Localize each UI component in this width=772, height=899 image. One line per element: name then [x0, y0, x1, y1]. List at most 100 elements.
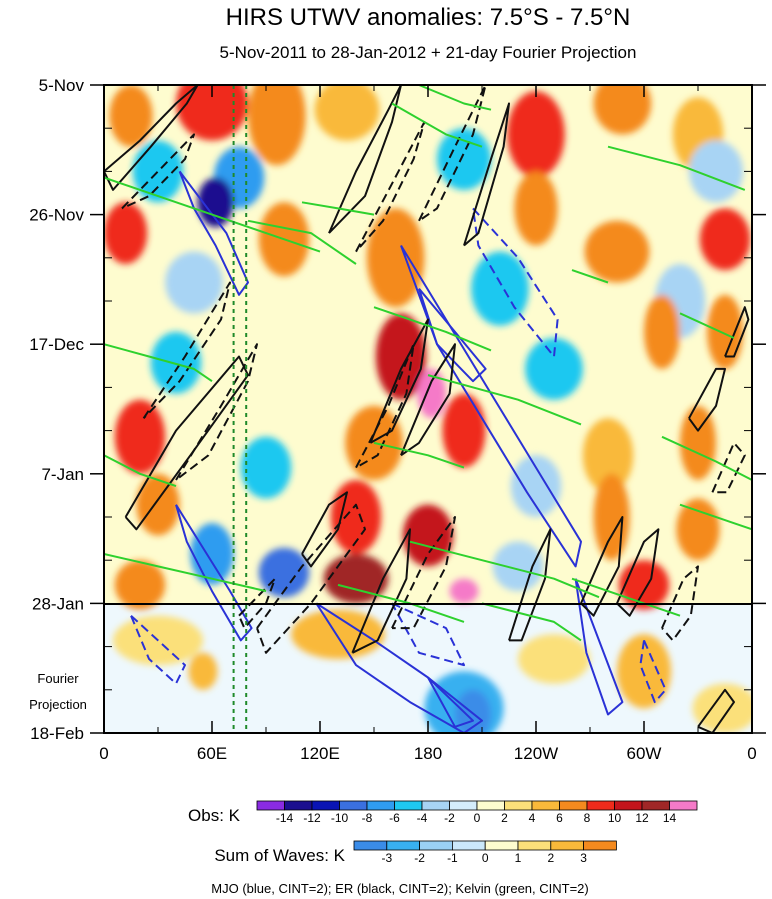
obs-colorbar-tick-14: 14: [663, 811, 677, 825]
waves-colorbar-swatch-1: [386, 840, 420, 851]
waves-colorbar: Sum of Waves: K -3 -2 -1 0 1 2 3: [214, 840, 617, 865]
mjo-contour-0: [178, 170, 249, 296]
waves-colorbar-swatch-4: [484, 840, 519, 851]
anomaly-cell-26: [525, 338, 583, 400]
er-contour-23: [697, 688, 735, 733]
kelvin-contour-12: [373, 441, 465, 469]
anomaly-cell-36: [402, 504, 454, 567]
kelvin-contour-2: [301, 201, 375, 216]
mjo-contour-3: [400, 244, 582, 568]
kelvin-contour-18: [481, 602, 582, 642]
anomaly-cell-42: [323, 554, 389, 604]
er-contour-1: [121, 133, 195, 210]
projection-cell-2: [291, 609, 385, 659]
anomaly-cell-27: [114, 399, 166, 474]
obs-colorbar-swatch-15: [669, 800, 698, 811]
er-contour-8: [175, 343, 258, 481]
obs-colorbar-tick-10: 6: [556, 811, 563, 825]
er-contour-13: [256, 503, 366, 654]
anomaly-cell-43: [449, 578, 479, 604]
mjo-contour-2: [130, 614, 186, 685]
anomaly-cell-22: [417, 368, 446, 419]
anomaly-cell-29: [442, 393, 486, 468]
anomaly-cell-7: [132, 140, 184, 203]
waves-colorbar-tick-5: 2: [547, 851, 554, 865]
obs-colorbar-swatch-0: [256, 800, 285, 811]
obs-colorbar-swatch-7: [449, 800, 478, 811]
er-contour-17: [508, 528, 552, 642]
kelvin-contour-1: [247, 219, 357, 265]
anomaly-cell-15: [366, 208, 425, 308]
anomaly-cell-11: [197, 177, 234, 227]
kelvin-contour-13: [661, 435, 752, 481]
kelvin-contour-19: [679, 503, 752, 531]
anomaly-cell-3: [314, 85, 380, 141]
er-contour-9: [355, 343, 415, 469]
anomaly-cell-5: [593, 85, 652, 135]
x-tick-label-6: 0: [747, 744, 756, 763]
kelvin-contour-7: [373, 306, 492, 352]
projection-cell-4: [617, 634, 671, 709]
obs-colorbar-swatch-3: [339, 800, 368, 811]
y-tick-label-3: 7-Jan: [41, 465, 84, 484]
kelvin-contour-10: [104, 454, 177, 488]
waves-colorbar-tick-6: 3: [580, 851, 587, 865]
er-contour-4: [418, 85, 487, 222]
obs-colorbar-swatch-9: [504, 800, 533, 811]
obs-colorbar-swatch-10: [531, 800, 560, 811]
obs-colorbar-tick-3: -8: [362, 811, 373, 825]
mjo-contour-4: [418, 288, 487, 383]
obs-colorbar-tick-6: -2: [444, 811, 455, 825]
obs-colorbar-swatch-8: [476, 800, 505, 811]
er-contour-15: [351, 528, 411, 654]
er-contour-6: [142, 281, 231, 419]
anomaly-cell-37: [593, 473, 630, 561]
waves-colorbar-label: Sum of Waves: K: [214, 846, 345, 865]
anomaly-cell-13: [104, 202, 148, 264]
anomaly-cell-21: [375, 313, 427, 400]
waves-colorbar-swatch-7: [583, 840, 617, 851]
mjo-contour-6: [315, 602, 483, 733]
y-tick-label-2: 17-Dec: [29, 335, 84, 354]
kelvin-contour-4: [418, 85, 492, 111]
anomaly-cell-23: [644, 294, 680, 369]
obs-colorbar-swatch-6: [421, 800, 450, 811]
obs-colorbar-swatch-2: [311, 800, 340, 811]
waves-colorbar-tick-1: -2: [414, 851, 425, 865]
mjo-contour-9: [574, 578, 624, 716]
chart-title: HIRS UTWV anomalies: 7.5°S - 7.5°N: [226, 4, 631, 31]
anomaly-cell-17: [699, 208, 751, 271]
projection-label-line1: Fourier: [37, 671, 79, 686]
er-contour-7: [124, 355, 249, 531]
obs-colorbar-swatch-4: [366, 800, 395, 811]
y-tick-label-0: 5-Nov: [39, 76, 85, 95]
obs-colorbar-label: Obs: K: [188, 806, 241, 825]
anomaly-cell-44: [618, 560, 670, 610]
anomaly-cell-35: [330, 479, 382, 555]
er-contour-10: [369, 318, 429, 444]
x-tick-label-5: 60W: [627, 744, 662, 763]
y-tick-label-4: 28-Jan: [32, 594, 84, 613]
anomaly-cell-16: [584, 220, 650, 283]
anomaly-cell-40: [258, 547, 310, 598]
anomaly-field: [104, 85, 752, 733]
obs-colorbar-tick-13: 12: [635, 811, 649, 825]
er-contour-20: [661, 565, 699, 642]
obs-colorbar-tick-2: -10: [331, 811, 349, 825]
er-contour-12: [301, 491, 348, 568]
obs-colorbar-swatch-11: [559, 800, 588, 811]
anomaly-cell-38: [676, 498, 720, 561]
er-contour-21: [688, 367, 726, 432]
anomaly-cell-34: [136, 473, 180, 536]
waves-colorbar-tick-4: 1: [515, 851, 522, 865]
kelvin-contour-11: [427, 374, 582, 426]
er-contour-11: [400, 343, 456, 457]
obs-colorbar-tick-5: -4: [417, 811, 428, 825]
waves-colorbar-swatch-0: [353, 840, 388, 851]
anomaly-cell-18: [165, 251, 223, 314]
waves-colorbar-tick-3: 0: [482, 851, 489, 865]
waves-colorbar-tick-0: -3: [381, 851, 392, 865]
anomaly-cell-9: [437, 128, 491, 190]
anomaly-cell-45: [114, 560, 166, 610]
projection-cell-3: [518, 634, 590, 684]
